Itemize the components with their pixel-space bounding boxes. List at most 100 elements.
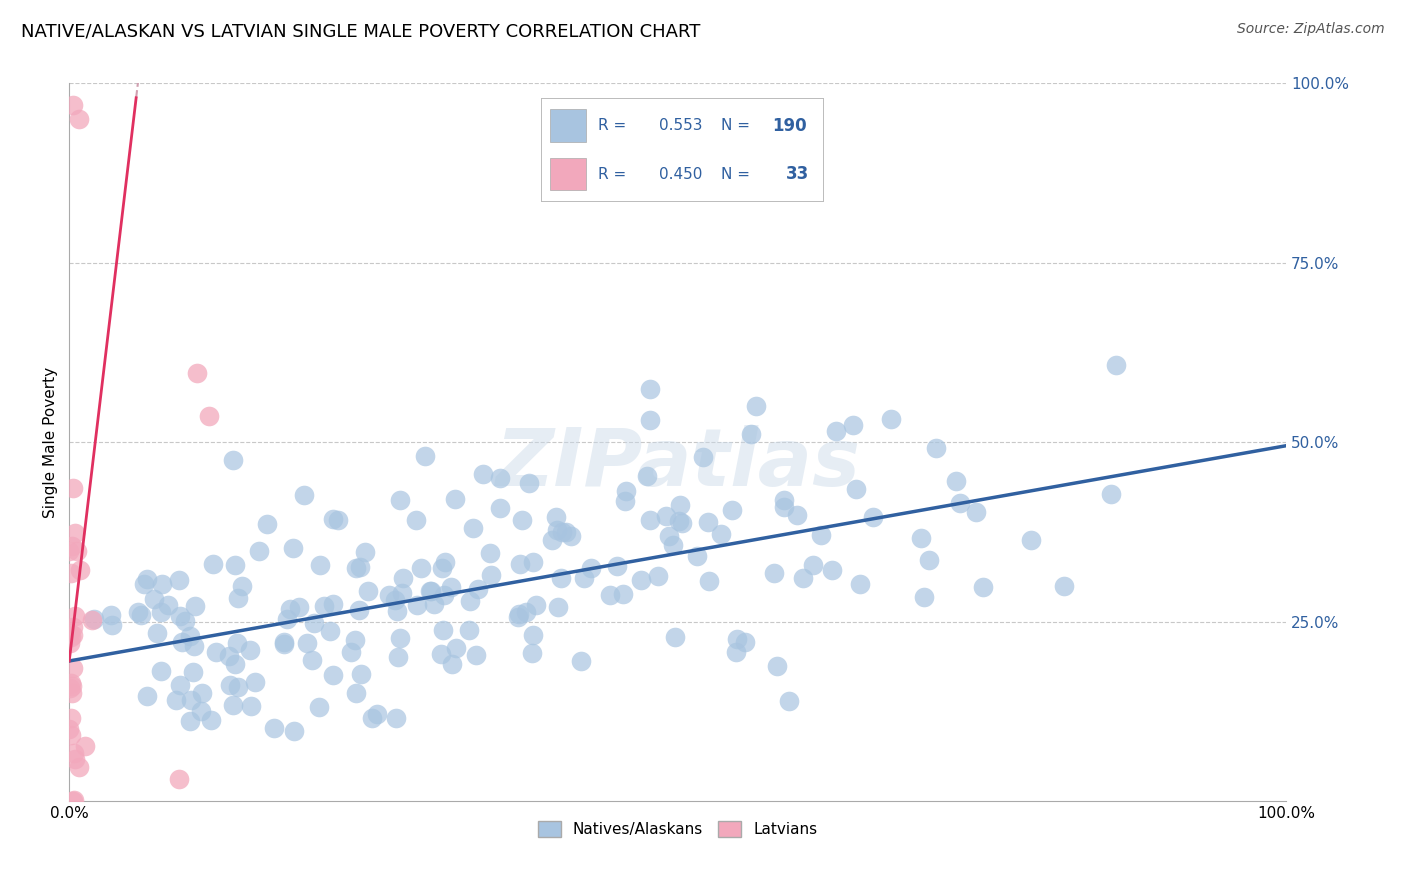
- Point: [59, 728, 82, 742]
- Point: [100, 607, 122, 622]
- Point: [825, 424, 848, 438]
- Point: [766, 659, 789, 673]
- Point: [385, 604, 408, 618]
- Point: [613, 494, 636, 508]
- Point: [614, 483, 637, 498]
- Point: [430, 561, 453, 575]
- Point: [433, 555, 456, 569]
- Point: [419, 584, 441, 599]
- Point: [599, 588, 621, 602]
- Point: [295, 636, 318, 650]
- Point: [692, 450, 714, 464]
- Text: 33: 33: [786, 165, 810, 183]
- Point: [276, 612, 298, 626]
- Legend: Natives/Alaskans, Latvians: Natives/Alaskans, Latvians: [531, 815, 824, 844]
- Point: [357, 584, 380, 599]
- Point: [945, 475, 967, 489]
- Point: [224, 657, 246, 672]
- Point: [778, 694, 800, 708]
- Point: [457, 624, 479, 638]
- Point: [413, 449, 436, 463]
- Point: [174, 614, 197, 628]
- Point: [344, 561, 367, 575]
- Point: [910, 532, 932, 546]
- Point: [167, 573, 190, 587]
- Point: [60, 679, 83, 693]
- Text: R =: R =: [598, 167, 631, 182]
- Point: [918, 552, 941, 566]
- Point: [179, 714, 201, 728]
- Point: [278, 601, 301, 615]
- Point: [328, 513, 350, 527]
- Point: [226, 680, 249, 694]
- Point: [792, 571, 814, 585]
- Point: [62, 661, 84, 675]
- Point: [292, 488, 315, 502]
- Point: [165, 693, 187, 707]
- Point: [763, 566, 786, 581]
- Point: [204, 645, 226, 659]
- Point: [630, 573, 652, 587]
- Point: [744, 399, 766, 413]
- Point: [515, 606, 537, 620]
- Point: [219, 678, 242, 692]
- Point: [350, 666, 373, 681]
- Point: [524, 598, 547, 612]
- Point: [167, 772, 190, 787]
- Point: [384, 593, 406, 607]
- Point: [198, 409, 221, 424]
- Point: [127, 605, 149, 619]
- Point: [972, 580, 994, 594]
- Point: [810, 528, 832, 542]
- Point: [239, 698, 262, 713]
- Point: [146, 626, 169, 640]
- Point: [301, 653, 323, 667]
- Point: [135, 572, 157, 586]
- Point: [62, 628, 84, 642]
- Point: [283, 541, 305, 556]
- Point: [129, 607, 152, 622]
- Point: [696, 515, 718, 529]
- Point: [222, 452, 245, 467]
- Point: [218, 648, 240, 663]
- Point: [654, 508, 676, 523]
- Point: [541, 533, 564, 548]
- Point: [433, 588, 456, 602]
- Point: [948, 496, 970, 510]
- Point: [201, 558, 224, 572]
- Point: [638, 413, 661, 427]
- Point: [551, 524, 574, 539]
- Point: [547, 600, 569, 615]
- Point: [546, 524, 568, 538]
- Point: [62, 794, 84, 808]
- Point: [845, 482, 868, 496]
- Point: [181, 665, 204, 680]
- Point: [522, 555, 544, 569]
- Point: [1053, 579, 1076, 593]
- Point: [550, 571, 572, 585]
- Point: [190, 704, 212, 718]
- Point: [606, 558, 628, 573]
- Point: [243, 674, 266, 689]
- Point: [263, 721, 285, 735]
- Point: [724, 645, 747, 659]
- Text: 0.553: 0.553: [659, 119, 703, 133]
- Point: [132, 576, 155, 591]
- Point: [378, 588, 401, 602]
- Point: [965, 505, 987, 519]
- Point: [658, 529, 681, 543]
- Point: [467, 582, 489, 596]
- Point: [544, 509, 567, 524]
- Text: 0.450: 0.450: [659, 167, 703, 182]
- Point: [80, 613, 103, 627]
- Point: [638, 513, 661, 527]
- Point: [247, 544, 270, 558]
- Point: [283, 724, 305, 739]
- Point: [432, 624, 454, 638]
- Point: [231, 579, 253, 593]
- Point: [225, 635, 247, 649]
- Point: [1099, 487, 1122, 501]
- Point: [59, 635, 82, 649]
- Point: [509, 557, 531, 571]
- Bar: [550, 110, 586, 142]
